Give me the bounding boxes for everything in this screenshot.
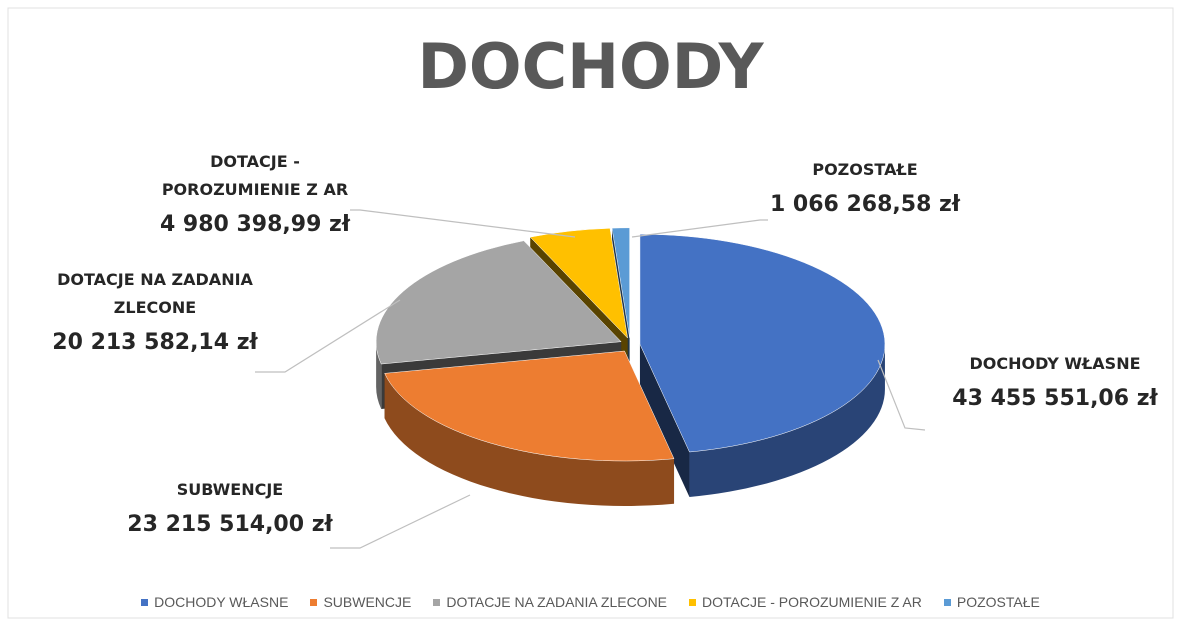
data-label-name: DOTACJE - POROZUMIENIE Z AR <box>161 152 349 199</box>
legend-label: POZOSTAŁE <box>956 594 1040 610</box>
slice <box>639 234 886 453</box>
legend-swatch <box>689 598 697 606</box>
data-label-name: SUBWENCJE <box>176 480 284 499</box>
legend-label: DOCHODY WŁASNE <box>154 594 289 610</box>
chart-border <box>7 7 1174 619</box>
slice-wall <box>689 344 885 498</box>
leader-line <box>255 299 401 373</box>
legend-item: DOTACJE - POROZUMIENIE Z AR <box>689 594 922 610</box>
legend-item: POZOSTAŁE <box>943 594 1040 610</box>
data-label-value: 1 066 268,58 zł <box>769 192 961 217</box>
leader-line <box>877 359 926 431</box>
leader-line <box>350 209 576 238</box>
legend-label: DOTACJE NA ZADANIA ZLECONE <box>446 594 668 610</box>
legend-swatch <box>943 598 951 606</box>
data-label-name: DOCHODY WŁASNE <box>969 354 1141 373</box>
data-label-value: 43 455 551,06 zł <box>952 386 1158 411</box>
data-label: POZOSTAŁE 1 066 268,58 zł <box>760 156 970 222</box>
data-label: SUBWENCJE 23 215 514,00 zł <box>110 476 350 542</box>
data-label-name: DOTACJE NA ZADANIA ZLECONE <box>57 270 253 317</box>
legend-label: SUBWENCJE <box>323 594 412 610</box>
data-label: DOCHODY WŁASNE 43 455 551,06 zł <box>945 350 1165 416</box>
data-label-name: POZOSTAŁE <box>812 160 918 179</box>
legend: DOCHODY WŁASNE SUBWENCJE DOTACJE NA ZADANI… <box>0 594 1181 610</box>
slice-side <box>639 344 690 498</box>
slice <box>384 350 675 462</box>
legend-item: DOCHODY WŁASNE <box>141 594 288 610</box>
legend-label: DOTACJE - POROZUMIENIE Z AR <box>702 594 922 610</box>
data-label: DOTACJE - POROZUMIENIE Z AR 4 980 398,99 … <box>150 148 360 242</box>
legend-item: SUBWENCJE <box>310 594 411 610</box>
legend-swatch <box>310 598 318 606</box>
slice <box>529 228 628 339</box>
data-label-value: 4 980 398,99 zł <box>159 212 351 237</box>
slice <box>375 240 622 365</box>
data-label-value: 23 215 514,00 zł <box>127 512 333 537</box>
leader-line <box>330 494 471 549</box>
leader-line <box>631 219 768 238</box>
data-label-value: 20 213 582,14 zł <box>52 330 258 355</box>
legend-swatch <box>433 598 441 606</box>
slice-wall <box>384 373 675 507</box>
legend-item: DOTACJE NA ZADANIA ZLECONE <box>433 594 667 610</box>
slice <box>611 227 630 338</box>
data-label: DOTACJE NA ZADANIA ZLECONE 20 213 582,14 … <box>40 266 270 360</box>
legend-swatch <box>141 598 149 606</box>
slice-wall <box>376 341 382 410</box>
chart-title: DOCHODY <box>417 30 764 103</box>
